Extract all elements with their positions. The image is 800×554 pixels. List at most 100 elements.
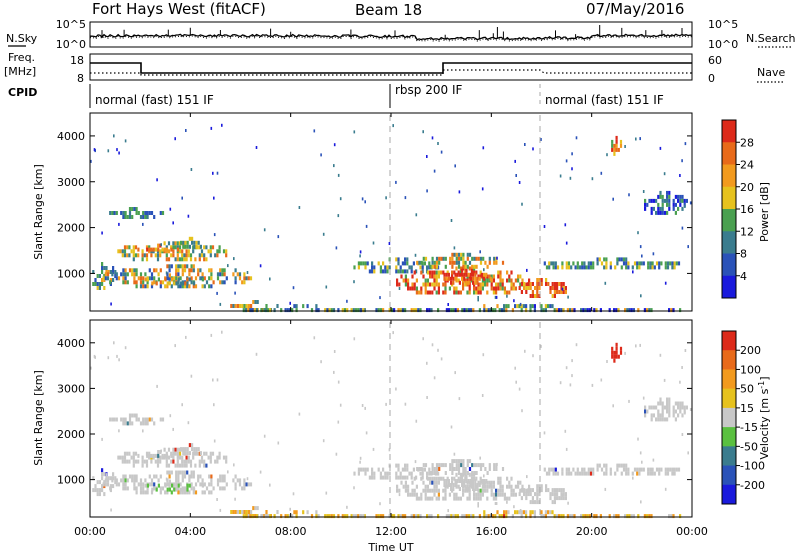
velocity-cell bbox=[666, 417, 669, 422]
velocity-cell bbox=[183, 490, 187, 495]
velocity-cell bbox=[648, 514, 651, 519]
power-cell bbox=[426, 308, 429, 313]
power-cell bbox=[131, 215, 134, 219]
velocity-cell bbox=[520, 488, 523, 493]
power-cell bbox=[227, 264, 229, 268]
power-cell bbox=[426, 270, 429, 275]
colorbar-segment bbox=[722, 275, 736, 299]
power-cell bbox=[508, 274, 511, 279]
power-cell bbox=[664, 265, 667, 270]
velocity-cell bbox=[222, 455, 226, 460]
power-cell bbox=[234, 276, 237, 281]
power-cell bbox=[451, 270, 454, 275]
velocity-cell bbox=[453, 492, 456, 497]
power-cell bbox=[525, 282, 528, 287]
power-cell bbox=[566, 308, 569, 313]
power-cell bbox=[457, 256, 461, 261]
power-cell bbox=[450, 280, 453, 285]
power-cell bbox=[458, 272, 461, 277]
velocity-cell bbox=[96, 480, 99, 485]
velocity-cell bbox=[388, 514, 391, 519]
velocity-cell bbox=[522, 510, 525, 515]
velocity-cell bbox=[587, 467, 590, 472]
velocity-cell bbox=[197, 447, 200, 452]
power-cell bbox=[417, 308, 420, 313]
power-cell bbox=[605, 257, 608, 262]
power-cell bbox=[664, 281, 667, 285]
power-cell bbox=[184, 281, 187, 286]
power-cell bbox=[245, 304, 248, 308]
power-cell bbox=[183, 253, 186, 258]
power-cell bbox=[243, 276, 246, 281]
power-cell bbox=[447, 303, 449, 306]
velocity-cell bbox=[490, 492, 493, 497]
velocity-cell bbox=[153, 474, 156, 479]
power-cell bbox=[151, 281, 154, 286]
power-cell bbox=[166, 281, 169, 286]
power-cell bbox=[397, 261, 400, 266]
velocity-cell bbox=[510, 476, 513, 481]
velocity-cell bbox=[611, 354, 614, 359]
velocity-cell bbox=[390, 514, 393, 519]
power-cell bbox=[462, 256, 465, 261]
power-cell bbox=[617, 308, 620, 313]
power-cell bbox=[673, 261, 676, 266]
velocity-cell bbox=[461, 479, 464, 483]
power-cell bbox=[649, 265, 652, 270]
power-cell bbox=[522, 304, 525, 309]
power-cell bbox=[166, 284, 169, 289]
velocity-cell bbox=[523, 488, 526, 493]
power-cell bbox=[286, 308, 289, 313]
velocity-cell bbox=[337, 380, 340, 384]
velocity-cell bbox=[371, 475, 374, 480]
power-cell bbox=[288, 308, 292, 313]
velocity-cell bbox=[105, 476, 108, 481]
velocity-cell bbox=[689, 408, 692, 411]
velocity-cell bbox=[499, 488, 502, 493]
power-cell bbox=[230, 304, 233, 308]
power-cell bbox=[453, 290, 456, 295]
velocity-cell bbox=[210, 474, 213, 479]
velocity-cell bbox=[233, 463, 235, 467]
power-cell bbox=[468, 286, 471, 291]
velocity-cell bbox=[503, 514, 506, 519]
velocity-cell bbox=[666, 401, 669, 406]
velocity-cell bbox=[492, 492, 495, 497]
power-cell bbox=[122, 211, 125, 215]
velocity-cell bbox=[360, 467, 363, 472]
power-cell bbox=[536, 282, 539, 286]
power-cell bbox=[661, 194, 664, 199]
power-cell bbox=[364, 261, 367, 266]
power-cell bbox=[364, 200, 366, 204]
power-cell bbox=[188, 284, 191, 289]
velocity-cell bbox=[362, 514, 365, 519]
power-cell bbox=[458, 190, 461, 194]
power-cell bbox=[506, 294, 508, 298]
velocity-cell bbox=[184, 487, 187, 492]
power-cell bbox=[373, 265, 376, 270]
velocity-cell bbox=[533, 510, 536, 515]
velocity-cell bbox=[335, 452, 338, 456]
power-cell bbox=[447, 276, 450, 281]
velocity-cell bbox=[663, 378, 666, 382]
power-cell bbox=[404, 282, 407, 287]
power-cell bbox=[157, 247, 160, 252]
velocity-cell bbox=[677, 401, 680, 406]
velocity-cell bbox=[454, 371, 456, 375]
velocity-cell bbox=[483, 514, 486, 519]
velocity-cell bbox=[617, 354, 620, 359]
velocity-cell bbox=[366, 467, 369, 472]
power-cell bbox=[476, 280, 479, 285]
velocity-cell bbox=[187, 459, 190, 464]
velocity-cell bbox=[641, 460, 643, 464]
velocity-cell bbox=[548, 467, 551, 472]
velocity-cell bbox=[121, 455, 124, 460]
velocity-cell bbox=[241, 510, 244, 514]
velocity-cell bbox=[642, 396, 645, 400]
power-cell bbox=[440, 150, 443, 154]
power-cell bbox=[209, 245, 212, 250]
power-cell bbox=[468, 252, 472, 257]
power-cell bbox=[560, 282, 563, 286]
velocity-cell bbox=[117, 455, 120, 460]
